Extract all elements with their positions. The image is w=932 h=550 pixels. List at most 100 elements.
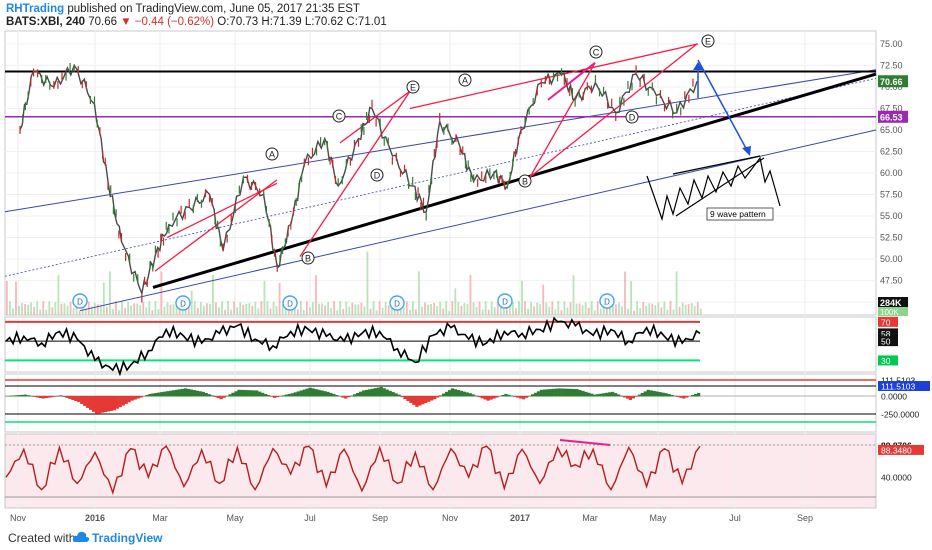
volume-bar: [290, 306, 293, 315]
volume-bar: [221, 301, 223, 315]
volume-bar: [381, 307, 384, 315]
tradingview-brand[interactable]: TradingView: [92, 531, 163, 545]
cci-bar: [103, 396, 108, 413]
magenta-line: [547, 62, 596, 101]
volume-bar: [272, 301, 275, 315]
volume-bar: [642, 301, 645, 315]
x-axis-label: Sep: [372, 513, 388, 523]
volume-bar: [415, 309, 417, 315]
cci-bar: [613, 393, 618, 397]
volume-bar: [142, 302, 145, 315]
cci-bar: [682, 396, 686, 399]
volume-bar: [669, 301, 672, 315]
cci-bar: [688, 396, 692, 397]
cci-bar: [139, 396, 143, 398]
wave-line-5: [524, 62, 596, 187]
cci-bar: [658, 392, 662, 397]
cci-bar: [409, 396, 413, 403]
cci-bar: [213, 396, 217, 397]
cci-bar: [670, 394, 674, 397]
volume-bar: [145, 307, 148, 315]
volume-bar: [418, 271, 420, 315]
rsi-tick-badge: [878, 328, 898, 339]
cci-bar: [299, 390, 303, 397]
last-price: 70.66: [88, 16, 118, 28]
cci-bar: [272, 396, 277, 398]
volume-bar: [596, 301, 599, 315]
volume-bar: [648, 303, 651, 315]
volume-bar: [284, 304, 287, 315]
volume-bar: [512, 301, 514, 315]
volume-bar: [212, 275, 214, 315]
volume-bar: [457, 301, 460, 315]
cci-bar: [545, 389, 549, 397]
volume-bar: [227, 301, 229, 315]
cci-bar: [557, 388, 561, 397]
volume-bar: [133, 303, 136, 315]
wave-label: D: [502, 298, 508, 307]
volume-bar: [109, 271, 111, 315]
cci-bar: [344, 396, 348, 399]
volume-bar: [115, 301, 117, 315]
price-badge-label: 66.53: [880, 112, 903, 122]
cci-bar: [231, 392, 235, 397]
cci-bar: [53, 396, 57, 397]
volume-bar: [363, 306, 366, 315]
cci-bar: [403, 396, 407, 400]
cci-bar: [599, 393, 603, 397]
cci-bar: [178, 389, 182, 397]
cci-bar: [323, 391, 327, 397]
cci-bar: [278, 396, 283, 397]
cci-bar: [62, 396, 66, 397]
cci-bar: [364, 389, 369, 397]
cci-bar: [480, 396, 484, 399]
volume-bar: [27, 304, 30, 315]
wave-label-circle: [332, 109, 346, 123]
cci-bar: [477, 396, 481, 398]
volume-bar: [202, 305, 205, 315]
volume-bar: [6, 281, 8, 315]
volume-bar: [527, 308, 529, 315]
volume-bar: [139, 305, 142, 315]
volume-bar: [45, 309, 48, 315]
wave-label-circle: [72, 293, 88, 309]
volume-bar: [587, 307, 590, 315]
volume-bar: [163, 306, 166, 315]
volume-bar: [657, 302, 660, 315]
cci-bar: [32, 396, 36, 397]
volume-bar: [639, 308, 642, 315]
volume-bar: [387, 305, 390, 315]
x-axis-label: Sep: [797, 513, 813, 523]
cci-bar: [252, 390, 256, 397]
volume-bar: [248, 303, 251, 315]
volume-bar: [408, 310, 411, 315]
author-name[interactable]: RHTrading: [6, 3, 65, 15]
volume-bar: [57, 275, 60, 315]
symbol-label: BATS:XBI, 240: [6, 16, 86, 28]
rsi-tick-label: 50: [881, 337, 891, 347]
cci-bar: [622, 396, 627, 398]
cci-bar: [367, 389, 372, 397]
cci-bar: [234, 391, 238, 397]
cci-bar: [148, 393, 152, 397]
volume-bar: [166, 302, 169, 315]
volume-badge-label: 100K: [880, 308, 899, 317]
cci-bar: [530, 394, 535, 397]
volume-bar: [405, 301, 408, 315]
cci-bar: [643, 391, 647, 397]
volume-bar: [530, 301, 532, 315]
tradingview-cloud-icon: [72, 531, 90, 542]
chart-canvas[interactable]: 75.0072.5070.0067.5065.0062.5060.0057.50…: [0, 0, 932, 526]
wave-label: B: [305, 254, 311, 264]
cci-bar: [258, 391, 262, 397]
volume-bar: [324, 305, 326, 315]
cci-bar: [281, 395, 286, 397]
price-tick-label: 67.50: [880, 103, 903, 113]
cci-bar: [94, 396, 99, 414]
volume-bar: [487, 309, 490, 315]
cci-bar: [115, 396, 119, 409]
volume-bar: [24, 304, 26, 315]
cci-bar: [311, 388, 315, 397]
volume-bar: [593, 310, 596, 315]
cci-bar: [308, 387, 312, 397]
